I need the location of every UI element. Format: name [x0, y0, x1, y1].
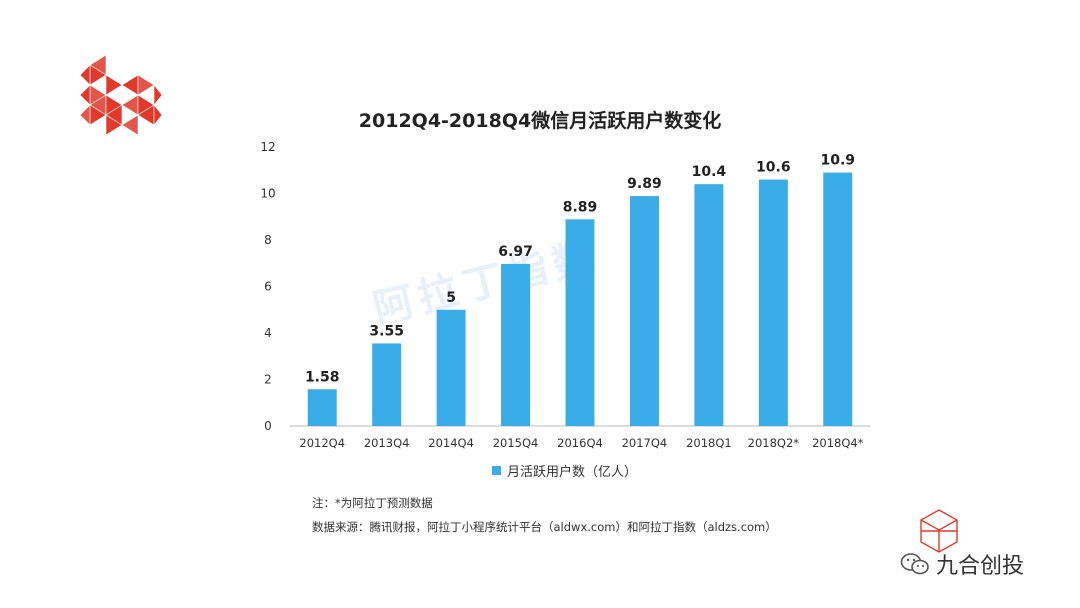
legend-swatch: [492, 466, 501, 475]
chart-title: 2012Q4-2018Q4微信月活跃用户数变化: [358, 110, 722, 132]
bars: [307, 172, 853, 426]
brand: 九合创投: [900, 548, 1024, 580]
x-tick-label: 2014Q4: [428, 436, 474, 450]
x-tick-label: 2016Q4: [557, 436, 603, 450]
bar: [629, 196, 659, 426]
data-label: 10.4: [692, 164, 727, 180]
y-tick-label: 12: [260, 140, 275, 154]
x-tick-label: 2018Q2*: [748, 436, 800, 450]
note-forecast: 注：*为阿拉丁预测数据: [312, 496, 433, 510]
data-label: 3.55: [369, 323, 404, 339]
x-axis: 2012Q4 2013Q4 2014Q4 2015Q4 2016Q4 2017Q4 2018…: [290, 425, 870, 450]
x-tick-label: 2015Q4: [493, 436, 539, 450]
bar: [823, 172, 853, 426]
wechat-icon: [900, 553, 929, 575]
y-tick-label: 2: [264, 373, 272, 387]
brand-logo-icon: [80, 55, 162, 136]
bar: [307, 389, 337, 426]
data-label: 5: [446, 290, 456, 306]
y-tick-label: 6: [264, 280, 272, 294]
x-tick-label: 2017Q4: [622, 436, 668, 450]
bar: [565, 219, 595, 426]
bar: [501, 263, 531, 426]
brand-name: 九合创投: [936, 554, 1025, 579]
data-label: 10.6: [756, 160, 791, 176]
note-source: 数据来源：腾讯财报，阿拉丁小程序统计平台（aldwx.com）和阿拉丁指数（al…: [312, 520, 777, 534]
x-tick-label: 2013Q4: [364, 436, 410, 450]
x-tick-label: 2018Q1: [686, 436, 732, 450]
legend-label: 月活跃用户数（亿人）: [507, 465, 638, 480]
y-axis: 0 2 4 6 8 10 12: [260, 140, 275, 433]
legend: 月活跃用户数（亿人）: [492, 461, 637, 480]
data-labels: 1.58 3.55 5 6.97 8.89 9.89 10.4 10.6 10.9: [305, 153, 855, 386]
y-tick-label: 8: [264, 233, 272, 247]
y-tick-label: 0: [264, 419, 272, 433]
data-label: 8.89: [563, 199, 598, 215]
y-tick-label: 10: [260, 187, 275, 201]
data-label: 10.9: [821, 153, 856, 169]
bar: [436, 309, 466, 426]
x-tick-label: 2018Q4*: [812, 436, 864, 450]
bar: [372, 343, 402, 426]
y-tick-label: 4: [264, 326, 272, 340]
bar: [758, 179, 788, 426]
bar: [694, 184, 724, 426]
data-label: 6.97: [498, 244, 533, 260]
brand-logo-outline-icon: [920, 509, 958, 553]
x-tick-label: 2012Q4: [299, 436, 345, 450]
data-label: 9.89: [627, 176, 662, 192]
data-label: 1.58: [305, 369, 340, 385]
